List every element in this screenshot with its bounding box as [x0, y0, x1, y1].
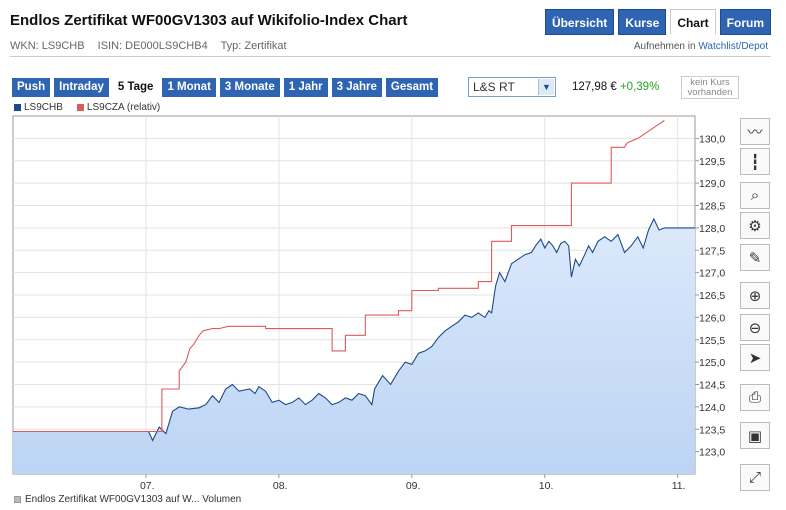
y-tick-label: 127,5: [699, 245, 725, 257]
range-tab-gesamt[interactable]: Gesamt: [385, 78, 439, 97]
ohlc-chart-icon[interactable]: ┇: [740, 148, 770, 175]
cursor-icon[interactable]: ➤: [740, 344, 770, 371]
settings-icon[interactable]: ⚙: [740, 212, 770, 239]
volume-label: Endlos Zertifikat WF00GV1303 auf W... Vo…: [25, 494, 242, 505]
quote-price: 127,98 €: [572, 81, 617, 93]
y-tick-label: 130,0: [699, 133, 725, 145]
isin-label: ISIN: DE000LS9CHB4: [97, 40, 208, 52]
legend-label-ls9cza: LS9CZA (relativ): [86, 102, 161, 113]
y-tick-label: 123,0: [699, 447, 725, 459]
y-tick-label: 127,0: [699, 268, 725, 280]
y-tick-label: 125,0: [699, 357, 725, 369]
quote-display: 127,98 € +0,39%: [572, 81, 659, 93]
zoom-out-icon[interactable]: ⊖: [740, 314, 770, 341]
volume-legend: Endlos Zertifikat WF00GV1303 auf W... Vo…: [14, 494, 241, 505]
legend-item-ls9chb[interactable]: LS9CHB: [14, 102, 63, 113]
exchange-value: L&S RT: [473, 80, 515, 94]
nav-tab-chart[interactable]: Chart: [670, 9, 716, 35]
chart-legend: LS9CHB LS9CZA (relativ): [14, 102, 160, 113]
x-tick-label: 10.: [539, 480, 554, 492]
series-area-0: [13, 218, 695, 474]
price-chart[interactable]: 123,0 123,5 124,0 124,5 125,0 125,5 126,0 126,5…: [0, 110, 740, 492]
y-tick-label: 126,5: [699, 290, 725, 302]
no-quote-line1: kein Kurs: [690, 77, 730, 88]
y-tick-label: 124,0: [699, 402, 725, 414]
series-line-ls9chb: [13, 217, 695, 442]
range-tab-push[interactable]: Push: [12, 78, 51, 97]
range-tab-1-monat[interactable]: 1 Monat: [162, 78, 216, 97]
nav-tab-forum[interactable]: Forum: [719, 9, 771, 35]
page-title: Endlos Zertifikat WF00GV1303 auf Wikifol…: [10, 12, 408, 29]
x-tick-label: 11.: [672, 480, 686, 492]
y-tick-label: 128,5: [699, 201, 725, 213]
y-tick-label: 123,5: [699, 424, 725, 436]
y-tick-label: 129,0: [699, 178, 725, 190]
series-line-ls9cza: [13, 120, 665, 433]
indicator-icon[interactable]: ⌕: [740, 182, 770, 209]
volume-swatch: [14, 496, 21, 503]
legend-label-ls9chb: LS9CHB: [24, 102, 63, 113]
y-tick-label: 126,0: [699, 312, 725, 324]
range-tabs: Push Intraday 5 Tage 1 Monat 3 Monate 1 …: [12, 78, 439, 97]
security-meta: WKN: LS9CHB ISIN: DE000LS9CHB4 Typ: Zert…: [10, 40, 297, 52]
fullscreen-icon[interactable]: ⤢: [740, 464, 770, 491]
no-quote-box: kein Kurs vorhanden: [681, 76, 739, 99]
legend-swatch-ls9chb: [14, 104, 21, 111]
watchlist-link[interactable]: Watchlist/Depot: [698, 41, 768, 52]
nav-tab-kurse[interactable]: Kurse: [618, 9, 667, 35]
type-label: Typ: Zertifikat: [220, 40, 287, 52]
x-tick-label: 08.: [273, 480, 288, 492]
exchange-select[interactable]: L&S RT ▼: [468, 77, 556, 97]
quote-change: +0,39%: [619, 81, 660, 93]
y-tick-label: 124,5: [699, 380, 725, 392]
y-tick-label: 125,5: [699, 335, 725, 347]
no-quote-line2: vorhanden: [687, 87, 733, 98]
draw-tool-icon[interactable]: ✎: [740, 244, 770, 271]
wkn-label: WKN: LS9CHB: [10, 40, 85, 52]
legend-item-ls9cza[interactable]: LS9CZA (relativ): [76, 102, 161, 113]
range-tab-3-monate[interactable]: 3 Monate: [219, 78, 280, 97]
chart-axes: 123,0 123,5 124,0 124,5 125,0 125,5 126,0 126,5…: [140, 133, 725, 492]
legend-swatch-ls9cza: [76, 104, 84, 111]
line-chart-icon[interactable]: 〰: [740, 118, 770, 145]
print-icon[interactable]: ⎙: [740, 384, 770, 411]
nav-tab-uebersicht[interactable]: Übersicht: [544, 9, 615, 35]
chart-series: [13, 120, 695, 442]
x-tick-label: 09.: [406, 480, 421, 492]
watchlist-prefix: Aufnehmen in: [633, 41, 696, 52]
y-tick-label: 128,0: [699, 223, 725, 235]
watchlist-action: Aufnehmen in Watchlist/Depot: [634, 41, 768, 52]
chart-area: [13, 218, 695, 474]
range-tab-intraday[interactable]: Intraday: [54, 78, 109, 97]
header-divider: [10, 56, 771, 57]
range-tab-1-jahr[interactable]: 1 Jahr: [283, 78, 328, 97]
range-tab-5-tage[interactable]: 5 Tage: [112, 78, 159, 97]
x-tick-label: 07.: [140, 480, 155, 492]
main-nav: Übersicht Kurse Chart Forum: [544, 9, 771, 35]
range-tab-3-jahre[interactable]: 3 Jahre: [331, 78, 382, 97]
chevron-down-icon[interactable]: ▼: [538, 79, 554, 95]
save-icon[interactable]: ▣: [740, 422, 770, 449]
zoom-in-icon[interactable]: ⊕: [740, 282, 770, 309]
y-tick-label: 129,5: [699, 156, 725, 168]
